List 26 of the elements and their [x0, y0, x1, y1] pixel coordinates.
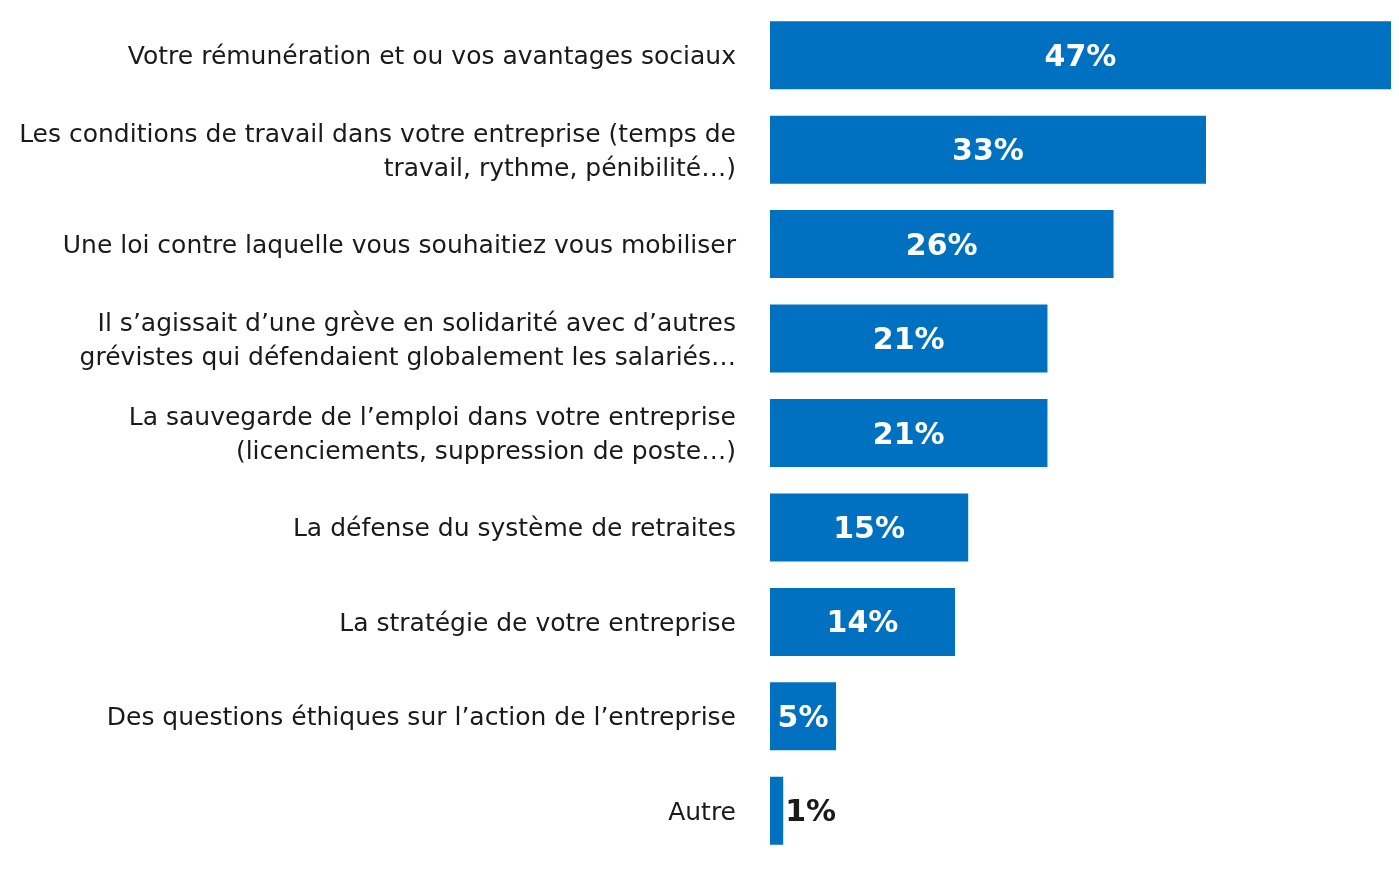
data-label: 15% [833, 509, 905, 545]
y-tick-label: Une loi contre laquelle vous souhaitiez vous mobiliser [62, 229, 737, 259]
y-tick-label: La défense du système de retraites [292, 512, 736, 542]
bar [770, 21, 1391, 90]
y-tick-label: Autre [668, 796, 736, 826]
bar [770, 115, 1207, 184]
bar [770, 210, 1114, 279]
data-label: 47% [1044, 37, 1117, 73]
data-label: 26% [905, 226, 978, 262]
bar [770, 587, 955, 656]
bar [770, 493, 969, 562]
bar [770, 776, 784, 845]
bar [770, 399, 1048, 467]
data-label: 14% [826, 604, 899, 640]
y-tick-label: Il s’agissait d’une grève en solidarité avec d’autres grévistes qui défendaient globalement les salariés… [79, 307, 736, 371]
bar [770, 304, 1048, 373]
data-label: 5% [777, 698, 829, 734]
y-tick-label: La stratégie de votre entreprise [339, 607, 736, 637]
y-tick-label: Votre rémunération et ou vos avantages sociaux [127, 40, 736, 70]
data-label: 33% [952, 132, 1024, 168]
y-tick-label: Les conditions de travail dans votre entreprise (temps de travail, rythme, pénibilité…) [19, 118, 736, 182]
y-tick-label: Des questions éthiques sur l’action de l’entreprise [106, 701, 736, 731]
data-label: 21% [872, 321, 945, 357]
y-tick-label: La sauvegarde de l’emploi dans votre entreprise (licenciements, suppression de poste…) [128, 401, 736, 465]
data-label: 1% [785, 793, 837, 829]
data-label: 21% [872, 415, 945, 451]
